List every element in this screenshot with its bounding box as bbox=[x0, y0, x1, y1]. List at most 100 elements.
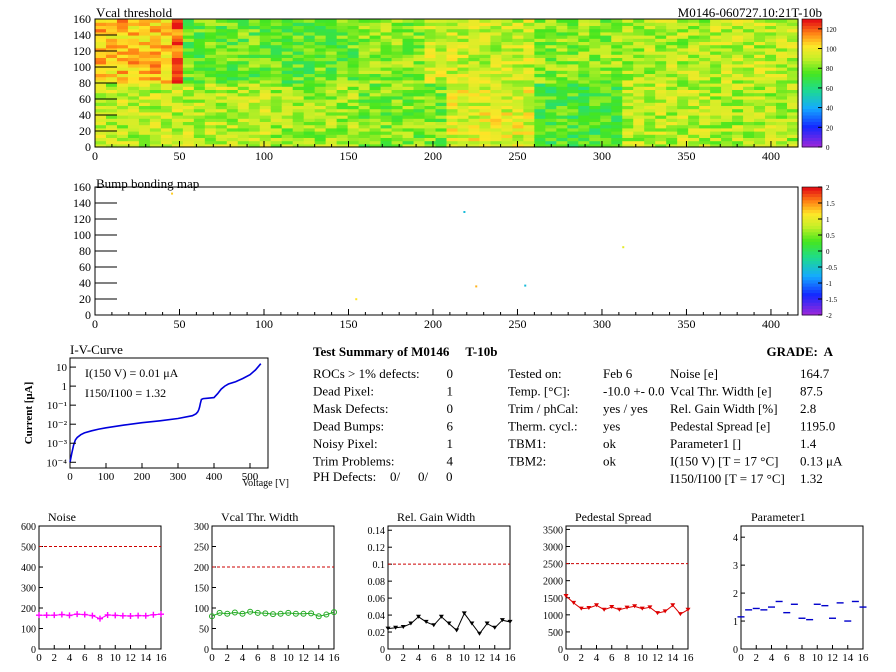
x-tick-label: 0 bbox=[563, 652, 569, 664]
heat-cell bbox=[732, 38, 744, 42]
heat-cell bbox=[325, 105, 338, 110]
heat-cell bbox=[171, 95, 184, 100]
data-point bbox=[578, 606, 584, 611]
heat-cell bbox=[116, 67, 129, 71]
heat-cell bbox=[424, 108, 437, 113]
heat-cell bbox=[699, 137, 711, 142]
heat-cell bbox=[754, 95, 766, 100]
heat-cell bbox=[589, 95, 601, 100]
module-id-label: M0146-060727.10:21T-10b bbox=[678, 5, 822, 20]
heat-cell bbox=[710, 115, 722, 119]
heat-cell bbox=[435, 137, 448, 142]
heat-cell bbox=[611, 95, 623, 100]
heat-cell bbox=[193, 79, 206, 84]
heat-cell bbox=[457, 111, 470, 116]
heat-cell bbox=[589, 86, 601, 90]
heat-cell bbox=[413, 35, 426, 39]
heat-cell bbox=[765, 83, 777, 87]
heat-cell bbox=[138, 19, 151, 23]
heat-cell bbox=[556, 102, 568, 106]
heat-cell bbox=[358, 92, 371, 97]
heat-cell bbox=[336, 79, 349, 84]
heat-cell bbox=[424, 95, 437, 100]
heat-cell bbox=[501, 60, 514, 65]
heat-cell bbox=[776, 51, 788, 55]
summary-right-label: Parameter1 [] bbox=[670, 436, 741, 451]
heat-cell bbox=[314, 76, 327, 81]
heat-cell bbox=[259, 111, 272, 116]
heat-cell bbox=[534, 76, 546, 81]
heat-cell bbox=[138, 131, 151, 135]
heat-cell bbox=[380, 127, 393, 132]
heat-cell bbox=[303, 92, 316, 97]
x-tick-label: 0 bbox=[36, 652, 42, 664]
heat-cell bbox=[292, 19, 305, 23]
heat-cell bbox=[435, 54, 448, 58]
heat-cell bbox=[127, 111, 140, 116]
heat-cell bbox=[138, 60, 151, 65]
heat-cell bbox=[270, 70, 283, 74]
heat-cell bbox=[171, 60, 184, 65]
heat-cell bbox=[721, 134, 733, 138]
heat-cell bbox=[611, 108, 623, 113]
heat-cell bbox=[754, 92, 766, 97]
heat-cell bbox=[259, 127, 272, 132]
heat-cell bbox=[248, 35, 261, 39]
heat-cell bbox=[754, 137, 766, 142]
heat-cell bbox=[490, 86, 503, 90]
heat-cell bbox=[204, 108, 217, 113]
heat-cell bbox=[743, 108, 755, 113]
heat-cell bbox=[754, 22, 766, 26]
heat-cell bbox=[787, 19, 799, 23]
heat-cell bbox=[633, 67, 645, 71]
heat-cell bbox=[226, 22, 239, 26]
heat-cell bbox=[204, 44, 217, 49]
heat-cell bbox=[138, 57, 151, 62]
heat-cell bbox=[248, 127, 261, 132]
y-tick-label: 20 bbox=[79, 292, 91, 306]
heat-cell bbox=[413, 89, 426, 94]
heat-cell bbox=[193, 51, 206, 55]
heat-cell bbox=[523, 89, 535, 94]
heat-cell bbox=[644, 134, 656, 138]
heat-cell bbox=[138, 143, 151, 148]
colorbar-segment bbox=[802, 92, 822, 97]
heat-cell bbox=[534, 47, 546, 52]
heat-cell bbox=[655, 115, 667, 119]
heat-cell bbox=[160, 35, 173, 39]
heat-cell bbox=[578, 79, 590, 84]
heat-cell bbox=[688, 111, 700, 116]
heat-cell bbox=[644, 57, 656, 62]
heat-cell bbox=[600, 57, 612, 62]
heat-cell bbox=[95, 102, 107, 106]
heat-cell bbox=[127, 124, 140, 129]
y-tick-label: 0.08 bbox=[368, 577, 386, 588]
heat-cell bbox=[171, 105, 184, 110]
heat-cell bbox=[633, 131, 645, 135]
summary-left-value: 1 bbox=[447, 436, 454, 451]
heat-cell bbox=[446, 140, 459, 145]
heat-cell bbox=[424, 92, 437, 97]
heat-cell bbox=[160, 63, 173, 68]
heat-cell bbox=[270, 115, 283, 119]
heat-cell bbox=[600, 127, 612, 132]
heat-cell bbox=[303, 19, 316, 23]
heat-cell bbox=[512, 28, 524, 33]
heat-cell bbox=[578, 89, 590, 94]
heat-cell bbox=[369, 31, 382, 36]
heat-cell bbox=[369, 131, 382, 135]
heat-cell bbox=[490, 44, 503, 49]
heat-cell bbox=[655, 134, 667, 138]
heat-cell bbox=[710, 86, 722, 90]
data-point bbox=[571, 600, 577, 605]
heat-cell bbox=[160, 105, 173, 110]
heat-cell bbox=[391, 95, 404, 100]
heat-cell bbox=[600, 76, 612, 81]
heat-cell bbox=[193, 134, 206, 138]
heat-cell bbox=[248, 44, 261, 49]
heat-cell bbox=[512, 70, 524, 74]
heat-cell bbox=[314, 57, 327, 62]
heat-cell bbox=[347, 25, 360, 30]
heat-cell bbox=[556, 67, 568, 71]
heat-cell bbox=[732, 137, 744, 142]
